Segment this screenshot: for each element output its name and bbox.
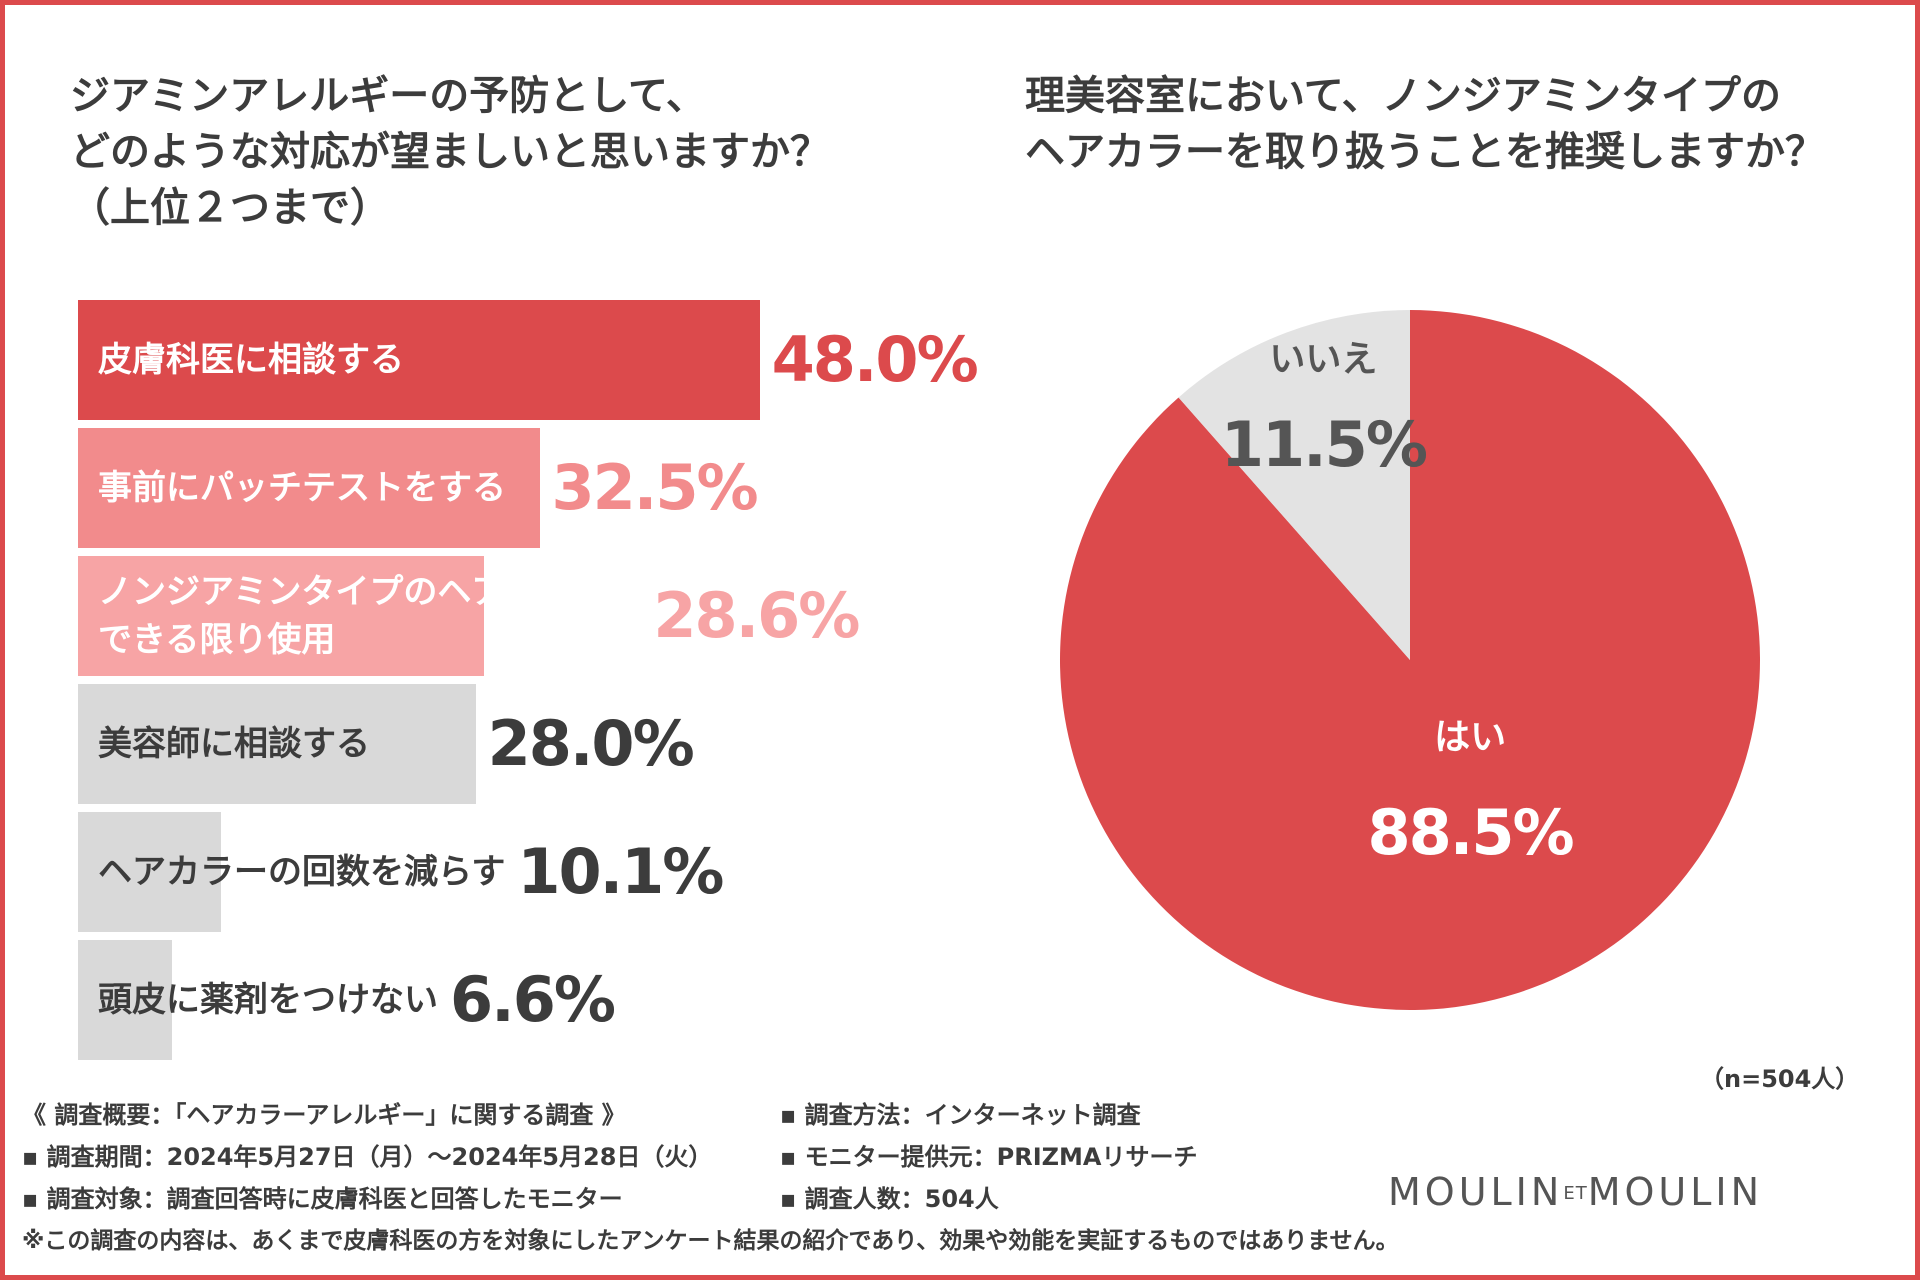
bar-value-2: 32.5% bbox=[551, 451, 759, 524]
survey-method: ▪ 調査方法：インターネット調査 bbox=[780, 1101, 1141, 1129]
pie-label-1: はい bbox=[1434, 717, 1506, 758]
bar-label-2: 事前にパッチテストをする bbox=[98, 468, 506, 508]
bar-value-6: 6.6% bbox=[450, 963, 616, 1036]
logo-et: ET bbox=[1563, 1183, 1588, 1204]
brand-logo: MOULINETMOULIN bbox=[1388, 1170, 1763, 1214]
bar-chart: 皮膚科医に相談する 48.0% 事前にパッチテストをする 32.5% ノンジアミンタイプ… bbox=[78, 300, 979, 1070]
bar-chart-title: ジアミンアレルギーの予防として、 どのような対応が望ましいと思いますか？ （上位… bbox=[70, 73, 830, 231]
bar-6 bbox=[78, 940, 172, 1060]
survey-summary: 《 調査概要：「ヘアカラーアレルギー」に関する調査 》 bbox=[22, 1101, 626, 1129]
bar-4 bbox=[78, 684, 476, 804]
pie-value-2: 11.5% bbox=[1221, 408, 1427, 481]
bar-label-1: 皮膚科医に相談する bbox=[98, 340, 404, 380]
logo-right: MOULIN bbox=[1587, 1170, 1764, 1214]
survey-target: ▪ 調査対象：調査回答時に皮膚科医と回答したモニター bbox=[22, 1185, 623, 1213]
bar-value-5: 10.1% bbox=[517, 835, 724, 908]
logo-left: MOULIN bbox=[1388, 1170, 1564, 1214]
bar-2 bbox=[78, 428, 540, 548]
bar-5 bbox=[78, 812, 222, 932]
bar-value-1: 48.0% bbox=[771, 323, 979, 396]
pie-label-2: いいえ bbox=[1269, 339, 1377, 380]
pie-chart: はい 88.5% いいえ 11.5% bbox=[1059, 310, 1760, 1010]
bar-value-4: 28.0% bbox=[487, 707, 695, 780]
survey-count: ▪ 調査人数：504人 bbox=[780, 1185, 999, 1213]
pie-slice-1 bbox=[1059, 310, 1760, 1010]
bar-label-3: ノンジアミンタイプのヘアカラーを できる限り使用 bbox=[98, 572, 642, 660]
bar-3 bbox=[78, 556, 485, 676]
bar-label-6: 頭皮に薬剤をつけない bbox=[98, 980, 438, 1020]
bar-label-4: 美容師に相談する bbox=[98, 724, 370, 764]
bar-label-5: ヘアカラーの回数を減らす bbox=[98, 852, 506, 892]
pie-value-1: 88.5% bbox=[1368, 796, 1574, 869]
pie-chart-title: 理美容室において、ノンジアミンタイプの ヘアカラーを取り扱うことを推奨しますか？ bbox=[1025, 73, 1825, 175]
bar-value-3: 28.6% bbox=[653, 579, 860, 652]
survey-provider: ▪ モニター提供元：PRIZMAリサーチ bbox=[780, 1143, 1198, 1171]
pie-slice-2 bbox=[1178, 310, 1410, 660]
bar-1 bbox=[78, 300, 760, 420]
survey-period: ▪ 調査期間：2024年5月27日（月）〜2024年5月28日（火） bbox=[22, 1143, 713, 1171]
disclaimer: ※この調査の内容は、あくまで皮膚科医の方を対象にしたアンケート結果の紹介であり、… bbox=[22, 1228, 1399, 1254]
sample-size: （n=504人） bbox=[1700, 1065, 1860, 1093]
